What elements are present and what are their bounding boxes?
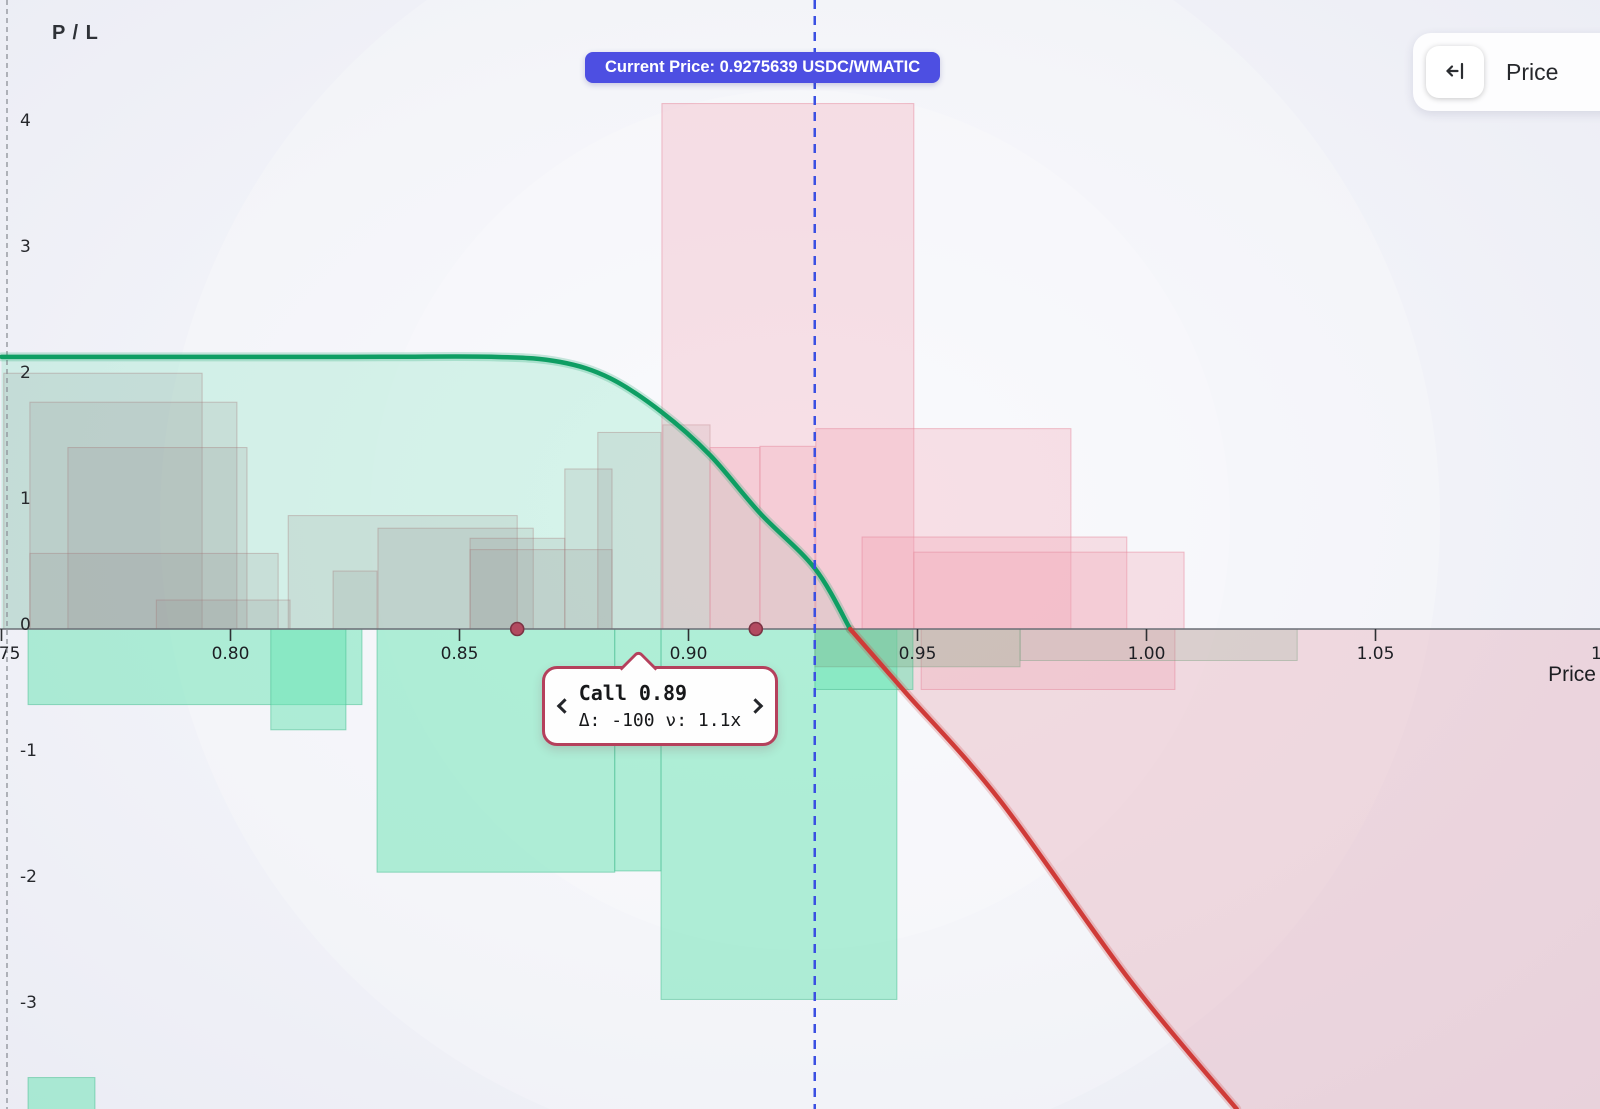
x-axis-tick-label: 0.75	[0, 644, 20, 664]
arrow-left-to-bar-icon	[1443, 59, 1467, 86]
y-axis-tick-label: 3	[20, 237, 31, 257]
y-axis-tick-label: -3	[20, 993, 37, 1013]
tooltip-greeks: Δ: -100 ν: 1.1x	[578, 710, 742, 731]
y-axis-tick-label: 4	[20, 111, 31, 131]
x-axis-tick-label: 1.05	[1357, 644, 1395, 664]
x-axis-tick-label: 0.95	[899, 644, 937, 664]
payoff-curve-profit	[0, 354, 853, 632]
x-axis-tick-label: 0.85	[441, 644, 479, 664]
x-axis-tick-label: 0.80	[212, 644, 250, 664]
neutral-range-box	[155, 599, 291, 630]
position-range-handle[interactable]	[748, 621, 764, 637]
short-range-box	[920, 628, 1176, 690]
neutral-range-box	[564, 468, 613, 630]
x-axis-tick-label: 1.00	[1128, 644, 1166, 664]
neutral-range-box	[29, 401, 238, 630]
y-axis-tick-label: -1	[20, 741, 37, 761]
y-axis-tick-label: -2	[20, 867, 37, 887]
neutral-range-box	[662, 424, 711, 630]
neutral-range-box	[29, 552, 279, 630]
price-toggle-label[interactable]: Price	[1506, 58, 1559, 85]
chevron-left-icon[interactable]	[556, 698, 573, 714]
neutral-range-box	[332, 570, 378, 630]
position-tooltip[interactable]: Call 0.89 Δ: -100 ν: 1.1x	[542, 649, 778, 746]
tooltip-body: Call 0.89 Δ: -100 ν: 1.1x	[579, 681, 742, 731]
y-axis-tick-label: 0	[20, 615, 31, 635]
current-price-badge: Current Price: 0.9275639 USDC/WMATIC	[585, 52, 941, 83]
neutral-range-box	[67, 447, 248, 630]
neutral-range-box	[469, 549, 613, 630]
neutral-range-box	[377, 527, 534, 630]
loss-region-fill	[850, 629, 1600, 1109]
neutral-range-box	[597, 431, 662, 630]
position-range-handle[interactable]	[509, 621, 525, 637]
y-axis-tick-label: 2	[20, 363, 31, 383]
price-axis-toggle-card: Price	[1413, 33, 1600, 111]
neutral-range-box	[287, 515, 518, 630]
x-axis-tick-label: 1.1	[1591, 644, 1600, 664]
neutral-range-box	[3, 372, 203, 630]
short-range-box	[709, 447, 761, 630]
neutral-range-box	[469, 537, 566, 630]
short-range-box	[913, 551, 1185, 630]
tooltip-position-title: Call 0.89	[578, 681, 688, 705]
payoff-curve-loss	[847, 626, 1239, 1109]
long-range-box	[27, 1077, 96, 1109]
sage-range-box	[1019, 628, 1298, 661]
chevron-right-icon[interactable]	[747, 698, 764, 714]
long-range-box	[270, 628, 347, 731]
profit-region-fill	[1, 356, 851, 629]
y-axis-title: P / L	[52, 22, 99, 44]
collapse-panel-button[interactable]	[1426, 46, 1484, 98]
x-axis-title: Price	[1548, 663, 1596, 686]
x-axis-tick-label: 0.90	[670, 644, 708, 664]
y-axis-tick-label: 1	[20, 489, 31, 509]
